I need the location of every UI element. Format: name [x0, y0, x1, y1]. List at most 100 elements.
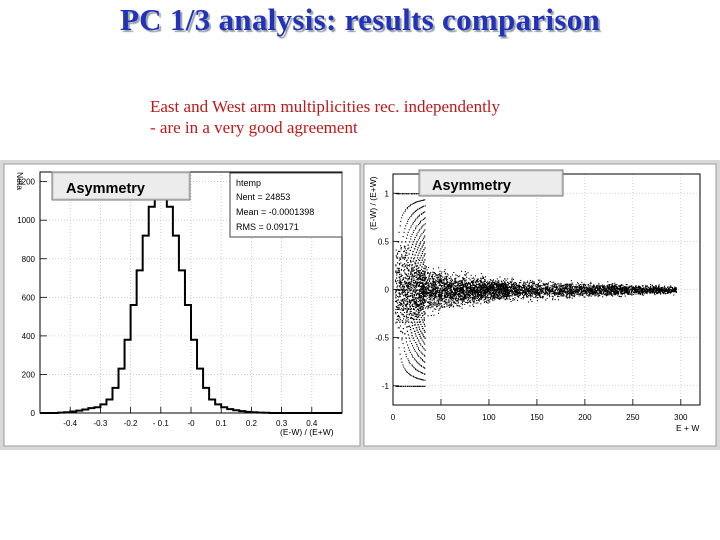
histogram-y-tick-label: 1000 — [17, 216, 35, 225]
scatter-point — [509, 298, 511, 300]
scatter-point — [414, 262, 416, 264]
scatter-point — [442, 290, 444, 292]
scatter-point — [408, 264, 410, 266]
histogram-y-tick-label: 600 — [22, 293, 36, 302]
scatter-point — [477, 295, 479, 297]
scatter-point — [569, 286, 571, 288]
scatter-point — [450, 281, 452, 283]
scatter-point — [447, 294, 449, 296]
scatter-point — [451, 304, 453, 306]
scatter-point — [519, 289, 521, 291]
scatter-point — [606, 292, 608, 294]
scatter-point — [525, 288, 527, 290]
scatter-point — [487, 290, 489, 292]
scatter-point — [530, 293, 532, 295]
scatter-point — [558, 285, 560, 287]
scatter-point — [413, 306, 415, 308]
scatter-point — [470, 286, 472, 288]
scatter-point — [635, 289, 637, 291]
scatter-point — [499, 291, 501, 293]
scatter-point — [421, 288, 423, 290]
scatter-point — [493, 297, 495, 299]
scatter-point — [480, 288, 482, 290]
scatter-point — [544, 290, 546, 292]
scatter-point — [530, 291, 532, 293]
scatter-point — [435, 294, 437, 296]
scatter-point — [418, 278, 420, 280]
scatter-point — [489, 293, 491, 295]
scatter-point — [457, 282, 459, 284]
scatter-point — [614, 284, 616, 286]
scatter-point — [453, 293, 455, 295]
scatter-point — [668, 287, 670, 289]
scatter-point — [413, 278, 415, 280]
scatter-point — [558, 287, 560, 289]
scatter-point — [638, 286, 640, 288]
scatter-point — [411, 305, 413, 307]
scatter-point — [412, 268, 414, 270]
scatter-point — [478, 283, 480, 285]
scatter-point — [452, 296, 454, 298]
scatter-point — [552, 291, 554, 293]
scatter-point — [426, 297, 428, 299]
scatter-point — [660, 289, 662, 291]
scatter-point — [401, 309, 403, 311]
scatter-point — [606, 285, 608, 287]
scatter-point — [433, 281, 435, 283]
scatter-point — [458, 296, 460, 298]
scatter-point — [495, 283, 497, 285]
scatter-point — [598, 289, 600, 291]
scatter-point — [436, 286, 438, 288]
scatter-point — [481, 289, 483, 291]
scatter-point — [425, 291, 427, 293]
scatter-point — [496, 294, 498, 296]
scatter-point — [439, 294, 441, 296]
scatter-point — [418, 312, 420, 314]
scatter-point — [427, 282, 429, 284]
scatter-point — [435, 284, 437, 286]
scatter-point — [398, 263, 400, 265]
scatter-point — [476, 287, 478, 289]
scatter-point — [659, 292, 661, 294]
scatter-point — [441, 295, 443, 297]
scatter-point — [522, 285, 524, 287]
scatter-point — [501, 294, 503, 296]
scatter-point — [395, 300, 397, 302]
scatter-point — [457, 285, 459, 287]
scatter-point — [607, 289, 609, 291]
scatter-point — [590, 283, 592, 285]
scatter-point — [561, 286, 563, 288]
scatter-point — [402, 314, 404, 316]
scatter-point — [457, 300, 459, 302]
scatter-point — [454, 282, 456, 284]
scatter-point — [541, 292, 543, 294]
scatter-point — [452, 288, 454, 290]
scatter-point — [606, 289, 608, 291]
scatter-point — [425, 289, 427, 291]
scatter-point — [547, 289, 549, 291]
scatter-point — [480, 293, 482, 295]
scatter-point — [424, 299, 426, 301]
scatter-point — [415, 303, 417, 305]
scatter-point — [490, 284, 492, 286]
scatter-point — [468, 289, 470, 291]
scatter-point — [614, 290, 616, 292]
scatter-point — [509, 283, 511, 285]
scatter-point — [476, 289, 478, 291]
scatter-point — [444, 294, 446, 296]
scatter-point — [470, 287, 472, 289]
scatter-point — [609, 285, 611, 287]
scatter-point — [616, 291, 618, 293]
scatter-point — [406, 274, 408, 276]
scatter-point — [430, 290, 432, 292]
scatter-point — [512, 278, 514, 280]
scatter-point — [523, 282, 525, 284]
scatter-point — [563, 294, 565, 296]
scatter-point — [558, 283, 560, 285]
scatter-point — [458, 305, 460, 307]
scatter-point — [627, 288, 629, 290]
scatter-point — [596, 285, 598, 287]
scatter-point — [396, 271, 398, 273]
scatter-point — [465, 290, 467, 292]
scatter-point — [611, 290, 613, 292]
